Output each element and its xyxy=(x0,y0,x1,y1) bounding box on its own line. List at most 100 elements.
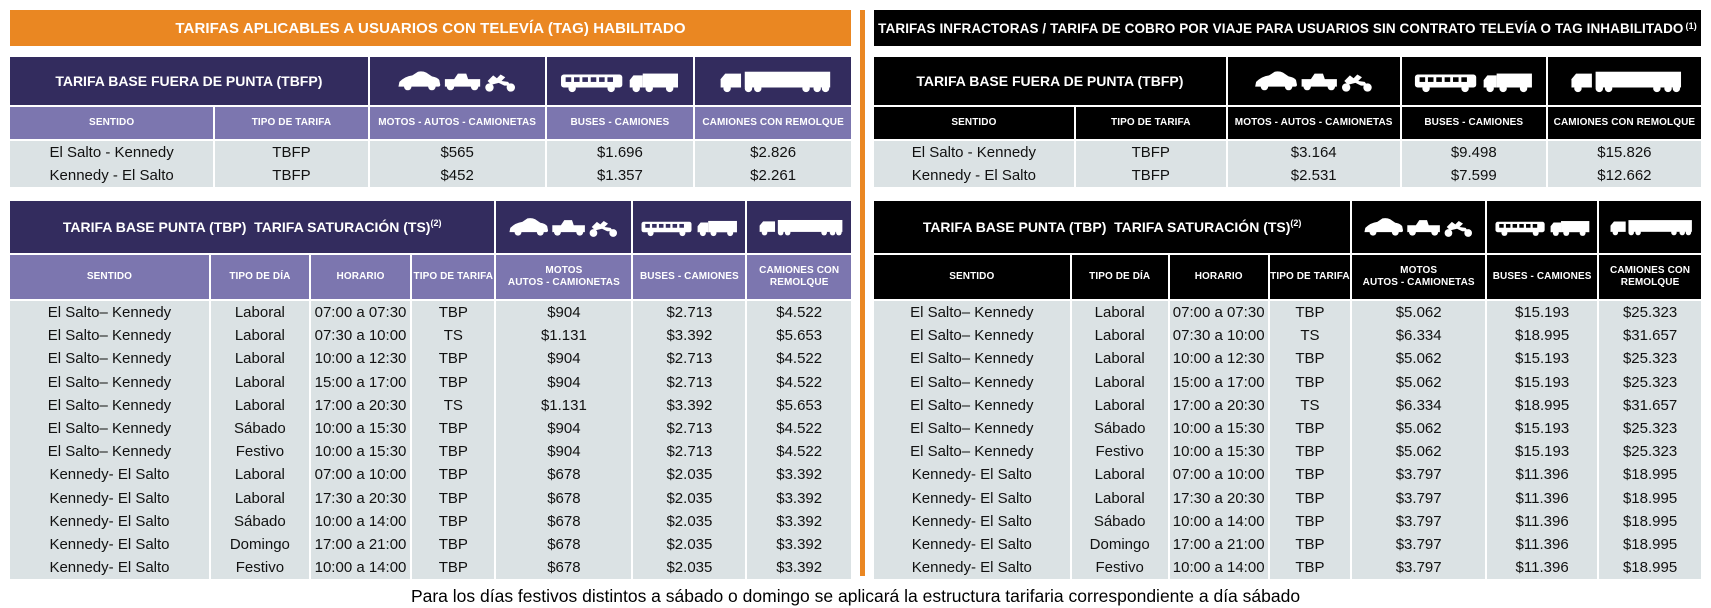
table-cell: 17:30 a 20:30 xyxy=(1169,486,1268,510)
table-cell: $2.713 xyxy=(633,440,746,464)
table-cell: Laboral xyxy=(210,324,309,348)
table-cell: 07:00 a 10:00 xyxy=(1169,463,1268,487)
table-cell: Kennedy- El Salto xyxy=(874,532,1070,557)
table-cell: $904 xyxy=(496,370,632,394)
table-cell: Sábado xyxy=(210,509,309,533)
bus-truck-icon xyxy=(1487,201,1598,253)
table-cell: TS xyxy=(412,324,495,348)
table-cell: 10:00 a 15:30 xyxy=(310,440,411,464)
left-offpeak-body: El Salto - Kennedy TBFP $565 $1.696 $2.826 Ke… xyxy=(10,141,851,187)
table-cell: $6.334 xyxy=(1352,324,1486,348)
right-peak-subheader-row: SENTIDO TIPO DE DÍA HORARIO TIPO DE TARIFA M… xyxy=(874,255,1701,299)
table-cell: Sábado xyxy=(1071,416,1168,441)
column-header: SENTIDO xyxy=(10,255,209,299)
table-cell: Laboral xyxy=(1071,301,1168,325)
table-cell: El Salto– Kennedy xyxy=(874,370,1070,394)
offpeak-header-label: TARIFA BASE FUERA DE PUNTA (TBFP) xyxy=(10,57,368,105)
table-cell: $2.035 xyxy=(633,463,746,487)
table-cell: $2.035 xyxy=(633,486,746,510)
table-cell: $25.323 xyxy=(1599,347,1701,371)
table-cell: $3.392 xyxy=(747,463,851,487)
right-offpeak-subheader-row: SENTIDO TIPO DE TARIFA MOTOS - AUTOS - CAM… xyxy=(874,107,1701,139)
column-header: TIPO DE DÍA xyxy=(210,255,309,299)
table-cell: El Salto– Kennedy xyxy=(874,393,1070,417)
table-cell: $4.522 xyxy=(747,301,851,325)
left-peak-subheader-row: SENTIDO TIPO DE DÍA HORARIO TIPO DE TARIFA M… xyxy=(10,255,851,299)
table-cell: TBP xyxy=(412,440,495,464)
table-cell: $11.396 xyxy=(1487,532,1598,557)
table-cell: $4.522 xyxy=(747,347,851,371)
table-cell: $4.522 xyxy=(747,416,851,441)
table-cell: $565 xyxy=(369,141,545,164)
car-pickup-motorcycle-icon xyxy=(1227,57,1400,105)
table-cell: TBP xyxy=(1269,416,1351,441)
peak-header-label: TARIFA BASE PUNTA (TBP) TARIFA SATURACIÓ… xyxy=(10,201,495,253)
table-cell: $18.995 xyxy=(1487,393,1598,417)
table-cell: Sábado xyxy=(1071,509,1168,533)
column-header: TIPO DE TARIFA xyxy=(412,255,495,299)
table-cell: $18.995 xyxy=(1599,486,1701,510)
table-cell: $25.323 xyxy=(1599,301,1701,325)
table-cell: $4.522 xyxy=(747,440,851,464)
table-cell: Laboral xyxy=(1071,370,1168,394)
table-cell: Laboral xyxy=(1071,463,1168,487)
right-offpeak-table: TARIFA BASE FUERA DE PUNTA (TBFP) SENTID… xyxy=(874,57,1701,187)
table-cell: El Salto– Kennedy xyxy=(10,370,209,394)
table-cell: $31.657 xyxy=(1599,393,1701,417)
table-cell: TBP xyxy=(1269,556,1351,580)
table-cell: Laboral xyxy=(1071,486,1168,510)
no-tag-panel: TARIFAS INFRACTORAS / TARIFA DE COBRO PO… xyxy=(874,10,1701,580)
table-cell: Domingo xyxy=(210,532,309,557)
column-header: TIPO DE TARIFA xyxy=(1269,255,1351,299)
table-cell: 10:00 a 14:00 xyxy=(310,509,411,533)
table-cell: $12.662 xyxy=(1547,164,1701,187)
table-cell: $2.713 xyxy=(633,347,746,371)
column-header: TIPO DE TARIFA xyxy=(1075,107,1226,139)
table-cell: El Salto - Kennedy xyxy=(874,141,1074,164)
column-header: SENTIDO xyxy=(874,107,1074,139)
table-cell: $3.392 xyxy=(633,393,746,417)
right-peak-body: El Salto– Kennedy Laboral 07:00 a 07:30 TBP… xyxy=(874,301,1701,580)
table-cell: TBP xyxy=(1269,370,1351,394)
table-cell: Laboral xyxy=(210,486,309,510)
table-cell: 15:00 a 17:00 xyxy=(310,370,411,394)
table-cell: 17:00 a 20:30 xyxy=(310,393,411,417)
table-cell: $1.131 xyxy=(496,393,632,417)
table-cell: Kennedy - El Salto xyxy=(10,164,214,187)
table-cell: $5.653 xyxy=(747,324,851,348)
table-cell: $2.261 xyxy=(695,164,851,187)
table-cell: TS xyxy=(412,393,495,417)
table-cell: $18.995 xyxy=(1599,532,1701,557)
table-cell: Laboral xyxy=(210,370,309,394)
column-header: CAMIONES CON REMOLQUE xyxy=(1599,255,1701,299)
table-cell: $11.396 xyxy=(1487,486,1598,510)
car-pickup-motorcycle-icon xyxy=(369,57,545,105)
right-peak-header-row: TARIFA BASE PUNTA (TBP) TARIFA SATURACIÓ… xyxy=(874,201,1701,253)
table-cell: $6.334 xyxy=(1352,393,1486,417)
table-cell: Kennedy- El Salto xyxy=(10,509,209,533)
table-cell: TS xyxy=(1269,393,1351,417)
semitrailer-truck-icon xyxy=(1547,57,1701,105)
table-cell: Kennedy- El Salto xyxy=(874,556,1070,580)
table-cell: 10:00 a 15:30 xyxy=(1169,440,1268,464)
column-header: BUSES - CAMIONES xyxy=(1487,255,1598,299)
table-cell: $15.826 xyxy=(1547,141,1701,164)
car-pickup-motorcycle-icon xyxy=(496,201,632,253)
right-offpeak-header-row: TARIFA BASE FUERA DE PUNTA (TBFP) xyxy=(874,57,1701,105)
table-cell: $2.035 xyxy=(633,509,746,533)
table-cell: TBP xyxy=(412,532,495,557)
table-cell: $3.392 xyxy=(747,486,851,510)
table-cell: Laboral xyxy=(210,301,309,325)
table-cell: $18.995 xyxy=(1599,556,1701,580)
table-cell: $5.653 xyxy=(747,393,851,417)
semitrailer-truck-icon xyxy=(1599,201,1701,253)
table-cell: Laboral xyxy=(210,347,309,371)
table-cell: Kennedy- El Salto xyxy=(874,486,1070,510)
table-cell: TBFP xyxy=(215,141,368,164)
table-cell: 17:00 a 21:00 xyxy=(1169,532,1268,557)
table-cell: Laboral xyxy=(1071,347,1168,371)
table-cell: Laboral xyxy=(210,463,309,487)
table-cell: $678 xyxy=(496,463,632,487)
table-cell: $11.396 xyxy=(1487,556,1598,580)
